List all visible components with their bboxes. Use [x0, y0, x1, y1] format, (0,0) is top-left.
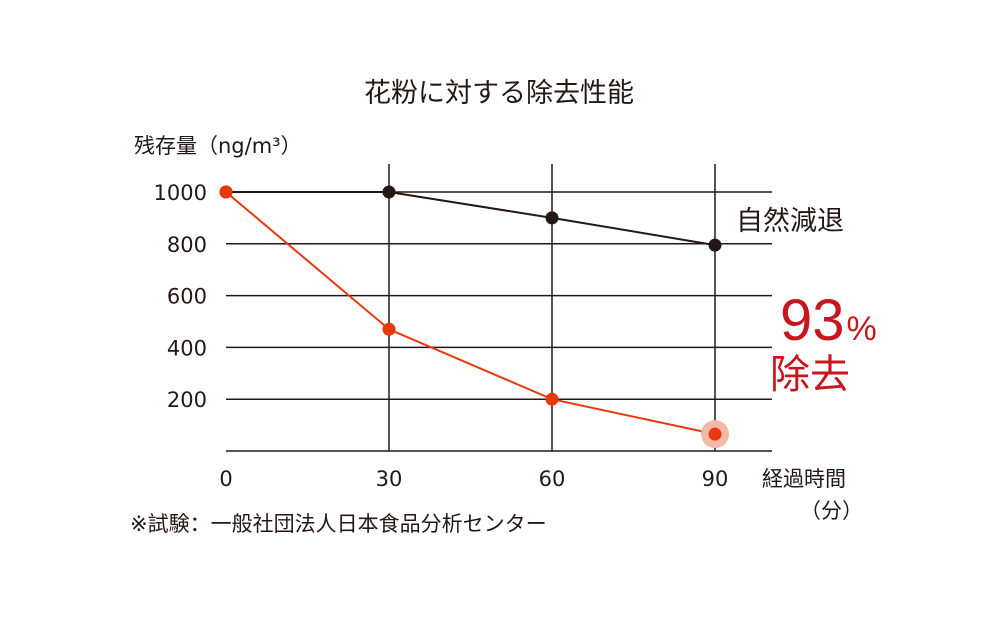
y-tick-label: 200	[167, 388, 207, 412]
data-point-0	[708, 238, 722, 252]
test-note: ※試験：一般社団法人日本食品分析センター	[130, 512, 547, 536]
y-tick-label: 800	[167, 233, 207, 257]
series-layer	[219, 185, 729, 449]
y-axis-label: 残存量（ng/m³）	[134, 134, 302, 158]
tick-labels: 200 400 600 800 1000 0 30 60 90	[154, 181, 729, 491]
x-axis-label: 経過時間	[762, 467, 846, 491]
x-tick-label: 90	[702, 467, 729, 491]
x-tick-label: 30	[376, 467, 403, 491]
y-tick-label: 600	[167, 285, 207, 309]
data-point-1	[219, 185, 233, 199]
x-tick-label: 0	[219, 467, 232, 491]
removal-rate-annotation: 93%	[780, 288, 877, 353]
y-tick-label: 400	[167, 336, 207, 360]
data-point-0	[382, 185, 396, 199]
grid	[226, 164, 772, 452]
series-line-0	[226, 191, 716, 247]
x-tick-label: 60	[539, 467, 566, 491]
data-point-0	[545, 211, 559, 225]
y-tick-label: 1000	[154, 181, 207, 205]
removal-rate-unit: %	[847, 310, 877, 348]
series-label-natural-decay: 自然減退	[736, 206, 844, 237]
data-point-1	[708, 427, 722, 441]
series-line-1	[225, 191, 716, 436]
x-axis-unit: （分）	[800, 499, 863, 523]
chart-title: 花粉に対する除去性能	[364, 78, 634, 109]
data-point-1	[382, 322, 396, 336]
removal-rate-value: 93	[780, 288, 845, 353]
data-point-1	[545, 392, 559, 406]
removal-word: 除去	[770, 352, 850, 398]
